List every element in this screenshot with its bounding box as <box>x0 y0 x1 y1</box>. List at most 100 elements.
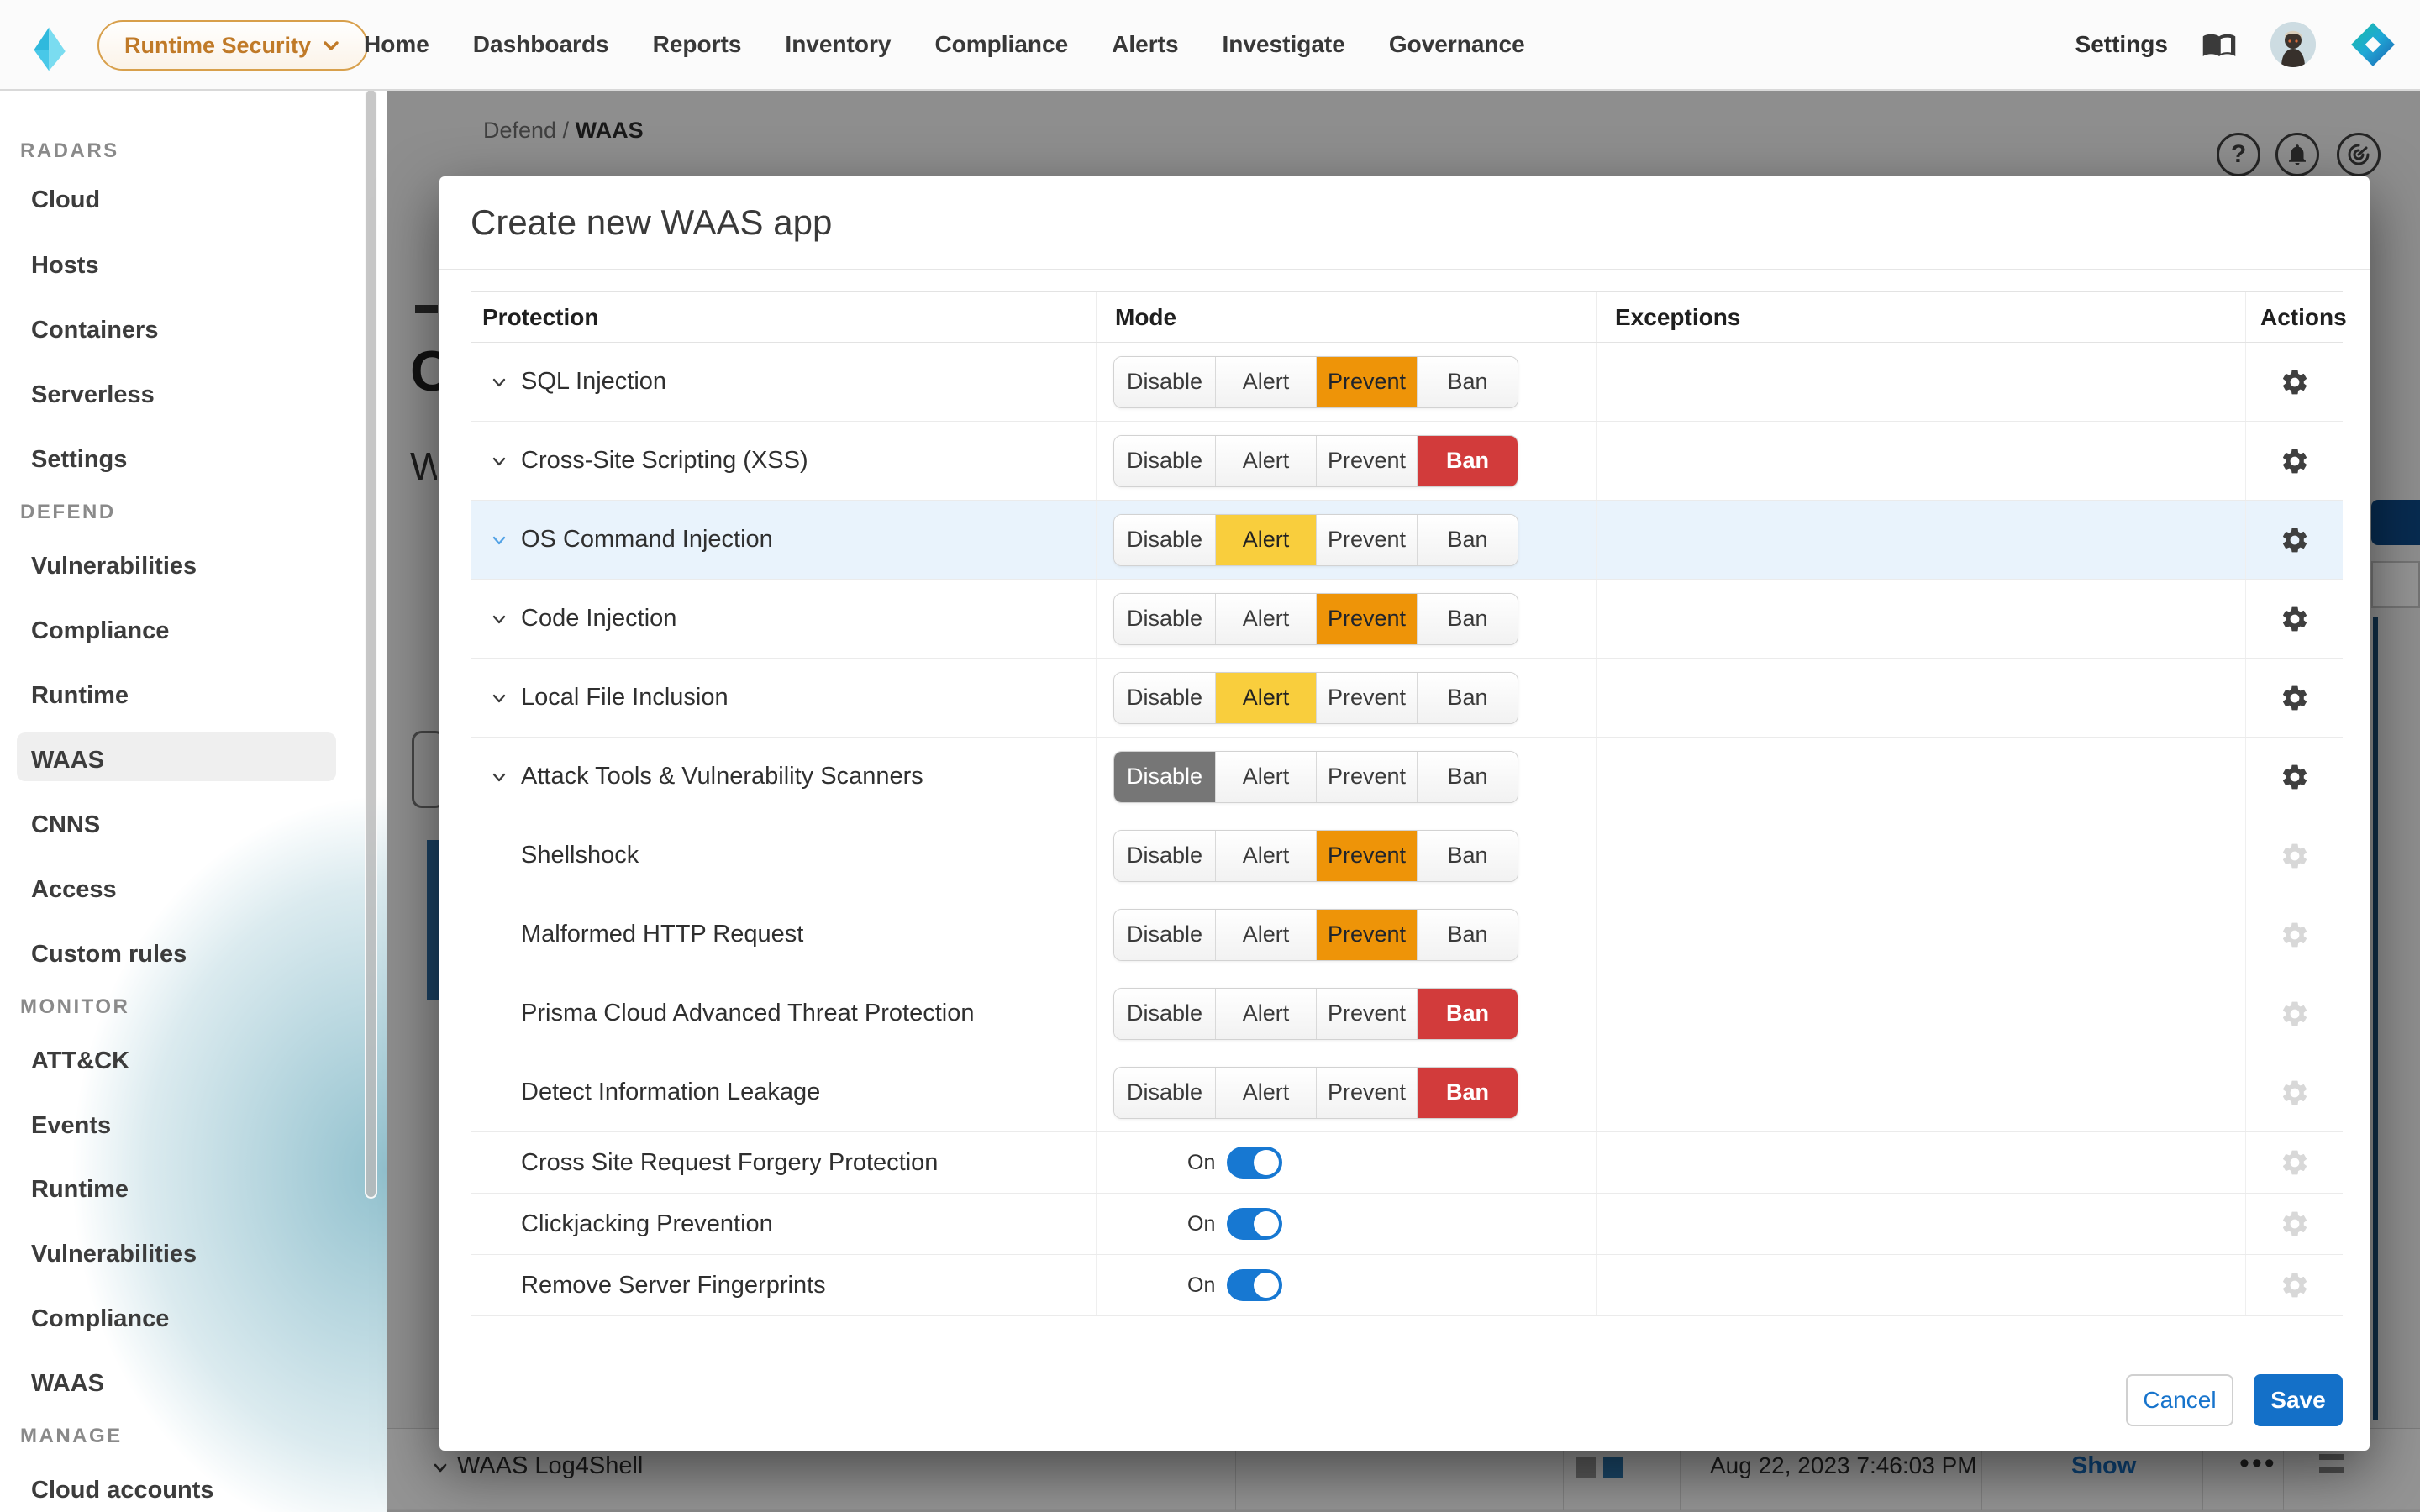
notifications-bell-icon[interactable] <box>2275 133 2319 176</box>
mode-alert-button[interactable]: Alert <box>1215 988 1316 1039</box>
mode-alert-button-selected[interactable]: Alert <box>1215 514 1316 565</box>
mode-ban-button-selected[interactable]: Ban <box>1417 1067 1518 1118</box>
gear-icon[interactable] <box>2280 446 2310 476</box>
mode-prevent-button-selected[interactable]: Prevent <box>1316 830 1417 881</box>
mode-ban-button[interactable]: Ban <box>1417 672 1518 723</box>
chevron-down-icon[interactable] <box>489 451 509 471</box>
mode-ban-button[interactable]: Ban <box>1417 593 1518 644</box>
mode-ban-button-selected[interactable]: Ban <box>1417 988 1518 1039</box>
cancel-button[interactable]: Cancel <box>2126 1374 2233 1426</box>
show-link[interactable]: Show <box>2071 1452 2137 1479</box>
gear-icon[interactable] <box>2280 367 2310 397</box>
sidebar-item-custom-rules[interactable]: Custom rules <box>31 940 187 968</box>
chevron-down-icon[interactable] <box>489 609 509 629</box>
mode-ban-button[interactable]: Ban <box>1417 751 1518 802</box>
mode-prevent-button[interactable]: Prevent <box>1316 514 1417 565</box>
breadcrumb-section[interactable]: Defend <box>483 118 557 143</box>
mode-alert-button[interactable]: Alert <box>1215 1067 1316 1118</box>
mode-prevent-button[interactable]: Prevent <box>1316 1067 1417 1118</box>
sidebar-item-compliance-monitor[interactable]: Compliance <box>31 1305 170 1332</box>
sidebar-item-access[interactable]: Access <box>31 875 117 903</box>
sidebar-item-vulnerabilities-monitor[interactable]: Vulnerabilities <box>31 1240 197 1268</box>
more-actions-icon[interactable]: ••• <box>2239 1447 2277 1479</box>
chevron-down-icon[interactable] <box>489 530 509 550</box>
drag-handle-icon[interactable] <box>2319 1454 2344 1481</box>
nav-item-home[interactable]: Home <box>364 31 429 57</box>
mode-prevent-button[interactable]: Prevent <box>1316 988 1417 1039</box>
nav-item-settings[interactable]: Settings <box>2075 31 2168 57</box>
mode-ban-button[interactable]: Ban <box>1417 356 1518 407</box>
mode-alert-button-selected[interactable]: Alert <box>1215 672 1316 723</box>
sidebar-item-attack[interactable]: ATT&CK <box>31 1047 130 1074</box>
user-avatar[interactable] <box>2270 22 2316 67</box>
sidebar-item-compliance-defend[interactable]: Compliance <box>31 617 170 644</box>
chevron-down-icon[interactable] <box>489 372 509 392</box>
mode-alert-button[interactable]: Alert <box>1215 830 1316 881</box>
chevron-down-icon[interactable] <box>489 767 509 787</box>
sidebar-item-cloud[interactable]: Cloud <box>31 186 101 213</box>
sidebar-item-runtime-defend[interactable]: Runtime <box>31 681 129 709</box>
mode-prevent-button[interactable]: Prevent <box>1316 672 1417 723</box>
sidebar-item-waas-defend-selected[interactable]: WAAS <box>31 746 104 774</box>
sidebar-item-settings[interactable]: Settings <box>31 445 128 473</box>
nav-item-alerts[interactable]: Alerts <box>1112 31 1179 57</box>
save-button[interactable]: Save <box>2254 1374 2343 1426</box>
chevron-down-icon[interactable] <box>489 688 509 708</box>
mode-prevent-button-selected[interactable]: Prevent <box>1316 909 1417 960</box>
docs-book-icon[interactable] <box>2202 27 2237 62</box>
mode-alert-button[interactable]: Alert <box>1215 593 1316 644</box>
mode-disable-button[interactable]: Disable <box>1114 830 1215 881</box>
mode-disable-button[interactable]: Disable <box>1114 435 1215 486</box>
mode-disable-button[interactable]: Disable <box>1114 672 1215 723</box>
sidebar-item-events[interactable]: Events <box>31 1111 112 1139</box>
sidebar-item-hosts[interactable]: Hosts <box>31 251 99 279</box>
mode-disable-button[interactable]: Disable <box>1114 514 1215 565</box>
mode-disable-button[interactable]: Disable <box>1114 356 1215 407</box>
mode-disable-button-selected[interactable]: Disable <box>1114 751 1215 802</box>
mode-alert-button[interactable]: Alert <box>1215 909 1316 960</box>
sidebar-item-serverless[interactable]: Serverless <box>31 381 155 408</box>
radar-icon[interactable] <box>2337 133 2381 176</box>
prisma-cloud-logo-icon[interactable] <box>2349 21 2396 68</box>
sidebar-item-vulnerabilities-defend[interactable]: Vulnerabilities <box>31 552 197 580</box>
clickjacking-prevention-toggle[interactable] <box>1227 1208 1283 1240</box>
csrf-protection-toggle[interactable] <box>1227 1147 1283 1179</box>
gear-icon[interactable] <box>2280 525 2310 555</box>
gear-icon[interactable] <box>2280 683 2310 713</box>
sidebar-item-cnns[interactable]: CNNS <box>31 811 101 838</box>
mode-disable-button[interactable]: Disable <box>1114 909 1215 960</box>
mode-disable-button[interactable]: Disable <box>1114 1067 1215 1118</box>
gear-icon-disabled[interactable] <box>2280 1078 2310 1108</box>
nav-item-governance[interactable]: Governance <box>1388 31 1525 57</box>
module-selector[interactable]: Runtime Security <box>97 20 369 71</box>
gear-icon-disabled[interactable] <box>2280 841 2310 871</box>
mode-prevent-button-selected[interactable]: Prevent <box>1316 356 1417 407</box>
sidebar-scrollbar-thumb[interactable] <box>365 88 377 1199</box>
sidebar-item-waas-monitor[interactable]: WAAS <box>31 1369 104 1397</box>
mode-alert-button[interactable]: Alert <box>1215 751 1316 802</box>
nav-item-investigate[interactable]: Investigate <box>1222 31 1345 57</box>
mode-prevent-button[interactable]: Prevent <box>1316 435 1417 486</box>
gear-icon[interactable] <box>2280 604 2310 634</box>
gear-icon-disabled[interactable] <box>2280 920 2310 950</box>
mode-prevent-button-selected[interactable]: Prevent <box>1316 593 1417 644</box>
nav-item-compliance[interactable]: Compliance <box>934 31 1069 57</box>
mode-ban-button[interactable]: Ban <box>1417 514 1518 565</box>
mode-ban-button-selected[interactable]: Ban <box>1417 435 1518 486</box>
gear-icon-disabled[interactable] <box>2280 1209 2310 1239</box>
gear-icon-disabled[interactable] <box>2280 999 2310 1029</box>
nav-item-reports[interactable]: Reports <box>652 31 742 57</box>
mode-alert-button[interactable]: Alert <box>1215 356 1316 407</box>
mode-alert-button[interactable]: Alert <box>1215 435 1316 486</box>
nav-item-dashboards[interactable]: Dashboards <box>472 31 609 57</box>
mode-disable-button[interactable]: Disable <box>1114 988 1215 1039</box>
help-icon[interactable]: ? <box>2217 133 2260 176</box>
remove-server-fingerprints-toggle[interactable] <box>1227 1269 1283 1301</box>
mode-prevent-button[interactable]: Prevent <box>1316 751 1417 802</box>
sidebar-item-runtime-monitor[interactable]: Runtime <box>31 1175 129 1203</box>
mode-ban-button[interactable]: Ban <box>1417 830 1518 881</box>
sidebar-item-containers[interactable]: Containers <box>31 316 159 344</box>
sidebar-item-cloud-accounts[interactable]: Cloud accounts <box>31 1476 214 1504</box>
mode-disable-button[interactable]: Disable <box>1114 593 1215 644</box>
mode-ban-button[interactable]: Ban <box>1417 909 1518 960</box>
